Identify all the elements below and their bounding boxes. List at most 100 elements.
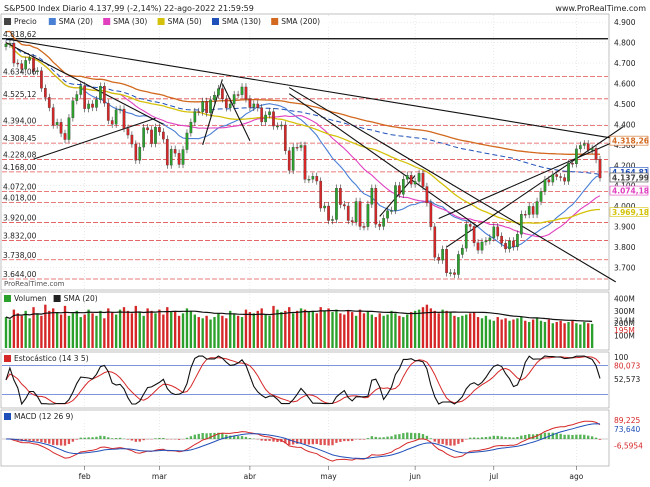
macd-histogram-bar	[320, 439, 322, 445]
candle-body	[198, 112, 200, 113]
macd-histogram-bar	[414, 433, 416, 439]
volume-bar	[36, 313, 38, 348]
macd-histogram-bar	[186, 438, 188, 439]
level-label: 3.738,00	[3, 251, 37, 260]
macd-histogram-bar	[371, 436, 373, 439]
candle-body	[316, 176, 318, 181]
level-label: 4.308,45	[3, 134, 37, 143]
volume-bar	[229, 311, 231, 348]
volume-bar	[316, 313, 318, 348]
macd-histogram-bar	[40, 439, 42, 442]
macd-histogram-bar	[410, 433, 412, 439]
macd-legend: MACD (12 26 9)	[4, 411, 86, 421]
macd-histogram-bar	[28, 439, 30, 441]
macd-histogram-bar	[339, 439, 341, 442]
candle-body	[249, 99, 251, 108]
macd-histogram-bar	[500, 436, 502, 439]
candle-body	[237, 95, 239, 96]
level-label: 4.072,00	[3, 182, 37, 191]
macd-legend-item-swatch	[4, 413, 11, 420]
candle-body	[150, 130, 152, 144]
macd-histogram-bar	[308, 439, 310, 445]
macd-histogram-bar	[512, 437, 514, 439]
macd-histogram-bar	[508, 437, 510, 439]
macd-histogram-bar	[95, 437, 97, 439]
candle-body	[158, 127, 160, 132]
volume-bar	[150, 311, 152, 348]
candle-body	[162, 132, 164, 139]
volume-bar	[355, 316, 357, 348]
candle-body	[532, 206, 534, 214]
candle-body	[556, 174, 558, 176]
macd-histogram-bar	[111, 438, 113, 439]
macd-histogram-bar	[76, 439, 78, 440]
macd-legend-item-label: MACD (12 26 9)	[14, 412, 73, 421]
volume-bar	[406, 315, 408, 348]
level-label: 4.168,00	[3, 163, 37, 172]
volume-bar	[99, 311, 101, 348]
x-axis-label: feb	[79, 472, 91, 481]
macd-histogram-bar	[457, 439, 459, 444]
volume-bar	[205, 316, 207, 348]
volume-bar	[418, 310, 420, 348]
volume-bar	[237, 316, 239, 348]
volume-bar	[276, 310, 278, 348]
volume-bar	[182, 313, 184, 348]
candle-body	[76, 95, 78, 101]
volume-bar	[371, 315, 373, 348]
macd-histogram-bar	[390, 436, 392, 439]
macd-histogram-bar	[131, 439, 133, 440]
macd-tag: 73,640	[614, 425, 640, 434]
volume-bar	[115, 315, 117, 348]
macd-histogram-bar	[198, 434, 200, 439]
volume-bar	[221, 316, 223, 348]
macd-histogram-bar	[272, 439, 274, 442]
macd-histogram-bar	[347, 439, 349, 441]
volume-bar	[202, 318, 204, 348]
volume-bar	[178, 316, 180, 348]
macd-histogram-bar	[524, 435, 526, 439]
candle-body	[516, 234, 518, 247]
level-label: 4.818,62	[3, 30, 37, 39]
candle-body	[575, 149, 577, 164]
candle-body	[40, 71, 42, 88]
price-legend-item-label: SMA (200)	[281, 17, 320, 26]
volume-bar	[402, 317, 404, 348]
volume-bar	[233, 315, 235, 348]
macd-tag: 89,225	[614, 416, 640, 425]
macd-histogram-bar	[87, 437, 89, 439]
macd-histogram-bar	[335, 439, 337, 443]
macd-histogram-bar	[394, 435, 396, 439]
volume-bar	[563, 323, 565, 348]
price-legend-item-swatch	[4, 18, 11, 25]
candle-body	[528, 206, 530, 214]
candle-body	[205, 101, 207, 112]
macd-tag: -6,5954	[614, 441, 643, 450]
volume-bar	[68, 316, 70, 348]
candle-body	[497, 227, 499, 236]
volume-bar	[166, 307, 168, 348]
candle-body	[461, 248, 463, 254]
candle-body	[449, 273, 451, 274]
price-axis-label: 4.900	[614, 18, 636, 27]
volume-bar	[32, 307, 34, 348]
volume-bar	[532, 320, 534, 348]
macd-histogram-bar	[64, 439, 66, 446]
macd-histogram-bar	[489, 437, 491, 439]
price-legend-item-label: SMA (130)	[222, 17, 261, 26]
candle-body	[438, 257, 440, 260]
macd-histogram-bar	[304, 439, 306, 444]
candle-body	[457, 254, 459, 274]
candle-body	[48, 97, 50, 107]
volume-bar	[21, 316, 23, 348]
macd-histogram-bar	[300, 439, 302, 443]
volume-bar	[44, 305, 46, 348]
volume-bar	[91, 313, 93, 348]
volume-bar	[119, 310, 121, 348]
candle-body	[241, 87, 243, 95]
volume-bar	[343, 315, 345, 348]
candle-body	[493, 227, 495, 238]
candle-body	[296, 147, 298, 148]
